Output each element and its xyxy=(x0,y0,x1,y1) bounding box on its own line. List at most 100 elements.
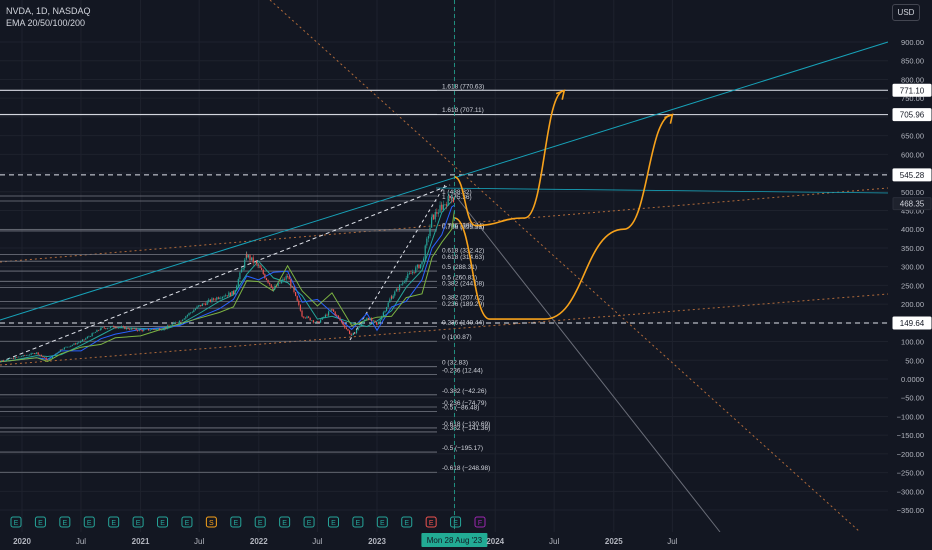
candle-body xyxy=(331,309,333,310)
candle-body xyxy=(56,352,58,354)
candle-body xyxy=(277,282,279,287)
candle-body xyxy=(160,329,162,331)
candle-body xyxy=(261,268,263,270)
fib-level-label: 0.382 (244.08) xyxy=(442,281,484,288)
fib-level-label: 1 (475.36) xyxy=(442,194,472,201)
event-marker-label: S xyxy=(209,520,214,527)
candle-body xyxy=(125,327,128,330)
candle-body xyxy=(303,316,305,318)
candle-body xyxy=(259,265,261,269)
candle-body xyxy=(360,324,362,327)
candle-body xyxy=(282,278,284,282)
candle-body xyxy=(119,327,121,328)
price-level-text: 705.96 xyxy=(900,111,925,120)
candle-body xyxy=(280,281,282,284)
candle-body xyxy=(427,236,430,239)
candle-body xyxy=(11,357,13,359)
price-tick-label: 0.0000 xyxy=(901,375,924,384)
fib-level-label: 0.5 (288.31) xyxy=(442,264,477,271)
candle-body xyxy=(19,356,21,358)
upper-projection xyxy=(454,89,565,227)
diagonal-grey-line xyxy=(454,194,721,533)
fib-level-label: 0.5 (260.83) xyxy=(442,274,477,281)
price-level-text: 771.10 xyxy=(900,86,925,95)
candle-body xyxy=(234,290,236,295)
candle-body xyxy=(166,325,168,329)
candle-body xyxy=(122,326,124,328)
candle-body xyxy=(113,325,115,328)
indicator-title[interactable]: EMA 20/50/100/200 xyxy=(6,18,86,28)
candle-body xyxy=(392,295,394,299)
candle-body xyxy=(275,286,278,287)
candle-body xyxy=(2,360,5,362)
candle-body xyxy=(350,333,352,336)
candle-body xyxy=(329,310,331,312)
candle-body xyxy=(138,329,140,331)
candle-body xyxy=(304,317,306,319)
event-marker-label: E xyxy=(356,520,361,527)
candle-body xyxy=(43,357,46,358)
candle-body xyxy=(441,204,443,210)
candle-body xyxy=(326,314,328,316)
candle-body xyxy=(7,358,9,360)
event-marker-label: E xyxy=(404,520,409,527)
candle-body xyxy=(185,316,187,319)
candle-body xyxy=(157,328,159,330)
diagonal-lines xyxy=(0,0,889,533)
candle-body xyxy=(124,326,126,330)
price-tick-label: −100.00 xyxy=(897,412,924,421)
candle-body xyxy=(229,292,232,296)
price-tick-label: 600.00 xyxy=(901,150,924,159)
candle-body xyxy=(416,264,418,268)
price-tick-label: 400.00 xyxy=(901,225,924,234)
event-marker-label: E xyxy=(111,520,116,527)
candle-body xyxy=(76,342,78,345)
candle-body xyxy=(81,339,84,342)
fib-level-label: -0.236 (−74.79) xyxy=(442,400,487,407)
time-axis[interactable]: 2020 Jul 2021 Jul 2022 Jul 2023 Mon 28 Aug '23 2… xyxy=(0,532,932,550)
fib-level-label: -0.236 (12.44) xyxy=(442,367,483,374)
candle-body xyxy=(108,327,110,329)
candle-body xyxy=(22,355,24,357)
fib-level-label: 0.618 (314.63) xyxy=(442,254,484,261)
candle-body xyxy=(151,329,153,330)
candle-body xyxy=(228,292,230,297)
candle-body xyxy=(239,272,241,280)
currency-button[interactable]: USD xyxy=(892,4,920,21)
event-marker-label: E xyxy=(258,520,263,527)
time-tick-label: Jul xyxy=(194,537,204,546)
candle-body xyxy=(105,328,107,329)
candle-body xyxy=(449,195,451,199)
candle-body xyxy=(314,322,316,323)
event-marker-label: E xyxy=(307,520,312,527)
price-tick-label: −300.00 xyxy=(897,487,924,496)
event-marker-label: E xyxy=(233,520,238,527)
candles xyxy=(0,192,455,362)
candle-body xyxy=(433,214,435,220)
candle-body xyxy=(17,356,19,358)
price-tick-label: 100.00 xyxy=(901,338,924,347)
candle-body xyxy=(348,330,351,334)
event-marker-label: E xyxy=(380,520,385,527)
candle-body xyxy=(203,303,205,305)
event-marker xyxy=(450,516,462,528)
candle-body xyxy=(0,360,1,362)
event-marker xyxy=(10,516,22,528)
event-marker-label: E xyxy=(14,520,19,527)
price-axis[interactable]: 900.00850.00800.00750.00700.00650.00600.… xyxy=(888,0,932,550)
candle-body xyxy=(35,353,37,355)
candle-body xyxy=(100,327,102,330)
candle-body xyxy=(211,298,213,302)
candle-body xyxy=(283,278,286,280)
candle-body xyxy=(198,305,200,307)
symbol-title[interactable]: NVDA, 1D, NASDAQ xyxy=(6,6,91,16)
candle-body xyxy=(367,317,370,320)
candle-body xyxy=(139,329,142,331)
candle-body xyxy=(315,321,318,323)
fib-level-label: 0.236 (189.29) xyxy=(442,301,484,308)
candle-body xyxy=(384,311,386,313)
candle-body xyxy=(137,330,139,331)
candle-body xyxy=(193,310,195,313)
